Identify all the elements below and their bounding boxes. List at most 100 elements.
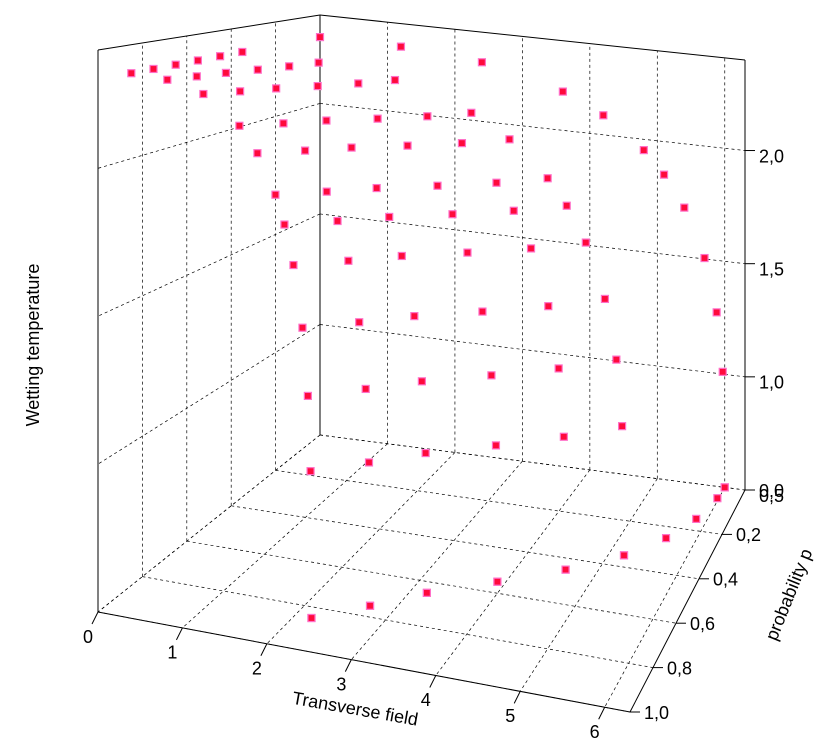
data-point (236, 87, 245, 96)
data-point (559, 432, 568, 441)
data-point (303, 391, 312, 401)
data-point (544, 302, 553, 311)
z-tick-label: 1,5 (759, 259, 784, 279)
data-point (272, 84, 281, 93)
data-point (221, 68, 231, 77)
data-point (463, 248, 472, 257)
data-point (355, 318, 364, 327)
data-point (478, 307, 487, 316)
data-point (163, 75, 172, 84)
grid-line (275, 470, 723, 535)
data-point (373, 114, 382, 123)
data-point (692, 514, 701, 523)
tick-mark (260, 643, 268, 656)
data-point (713, 494, 722, 503)
data-point (127, 69, 136, 78)
data-point (347, 143, 356, 152)
data-point (712, 308, 721, 317)
data-point (659, 170, 669, 179)
data-point (306, 467, 315, 476)
grid-line (319, 434, 746, 491)
data-point (193, 56, 202, 65)
data-point (372, 183, 381, 193)
data-point (322, 187, 331, 196)
data-point (280, 220, 289, 229)
grid-line (435, 469, 591, 676)
data-point (385, 212, 394, 222)
grid-line (351, 460, 523, 660)
data-point (199, 89, 208, 99)
data-point (558, 87, 567, 96)
data-point (421, 448, 430, 458)
data-point (322, 116, 331, 125)
grid-line (319, 103, 746, 151)
data-point (403, 141, 412, 150)
x-tick-label: 4 (421, 690, 431, 710)
data-point (285, 62, 294, 71)
x-tick-label: 5 (505, 706, 515, 726)
data-point (505, 135, 514, 144)
z-axis-title: Wetting temperature (23, 264, 43, 427)
data-point (680, 203, 689, 212)
data-point (661, 534, 671, 543)
data-point (354, 79, 363, 88)
data-point (467, 108, 476, 117)
tick-mark (513, 691, 521, 704)
z-tick-label: 0,5 (759, 486, 784, 506)
data-point (365, 601, 375, 610)
data-point (298, 323, 307, 332)
data-point (487, 371, 496, 380)
grid-line (97, 103, 321, 169)
grid-line (97, 213, 321, 317)
grid-line (182, 443, 388, 629)
data-point (279, 119, 288, 128)
x-tick-label: 6 (590, 722, 600, 740)
data-point (289, 260, 298, 270)
tick-mark (429, 675, 437, 688)
axis-edge (97, 14, 321, 51)
data-point (433, 181, 442, 190)
data-point (619, 551, 629, 560)
z-tick-label: 2,0 (759, 146, 784, 166)
data-point (639, 146, 648, 155)
y-tick-label: 0,4 (713, 570, 738, 590)
data-point (543, 174, 552, 183)
data-point (561, 565, 570, 574)
data-point (307, 613, 316, 623)
data-point (216, 52, 225, 61)
data-point (192, 72, 201, 81)
data-point (300, 146, 310, 155)
data-point (422, 588, 431, 597)
grid-line (97, 434, 321, 613)
grid-line (186, 540, 677, 624)
y-tick-label: 0,0 (759, 481, 784, 501)
data-point (477, 58, 487, 67)
grid-line (519, 478, 658, 692)
y-tick-label: 0,6 (690, 614, 715, 634)
grid-line (319, 324, 746, 378)
data-point (526, 244, 536, 253)
data-point (253, 65, 262, 74)
data-point (364, 458, 374, 467)
data-point (617, 422, 627, 431)
data-point (509, 206, 518, 215)
data-point (314, 58, 323, 67)
data-point (600, 294, 610, 304)
grid-line (231, 505, 700, 580)
data-point (315, 33, 325, 42)
x-tick-label: 2 (252, 658, 262, 678)
data-point (410, 312, 419, 321)
data-point (581, 238, 590, 247)
x-tick-label: 1 (167, 643, 177, 663)
data-point (390, 75, 400, 85)
data-point (344, 256, 353, 265)
data-point (417, 377, 426, 386)
data-point (457, 139, 467, 148)
data-point (238, 47, 247, 57)
grid-line (142, 576, 654, 668)
tick-mark (91, 611, 99, 625)
data-point (361, 384, 370, 394)
grid-line (319, 434, 746, 491)
data-point (491, 441, 501, 450)
